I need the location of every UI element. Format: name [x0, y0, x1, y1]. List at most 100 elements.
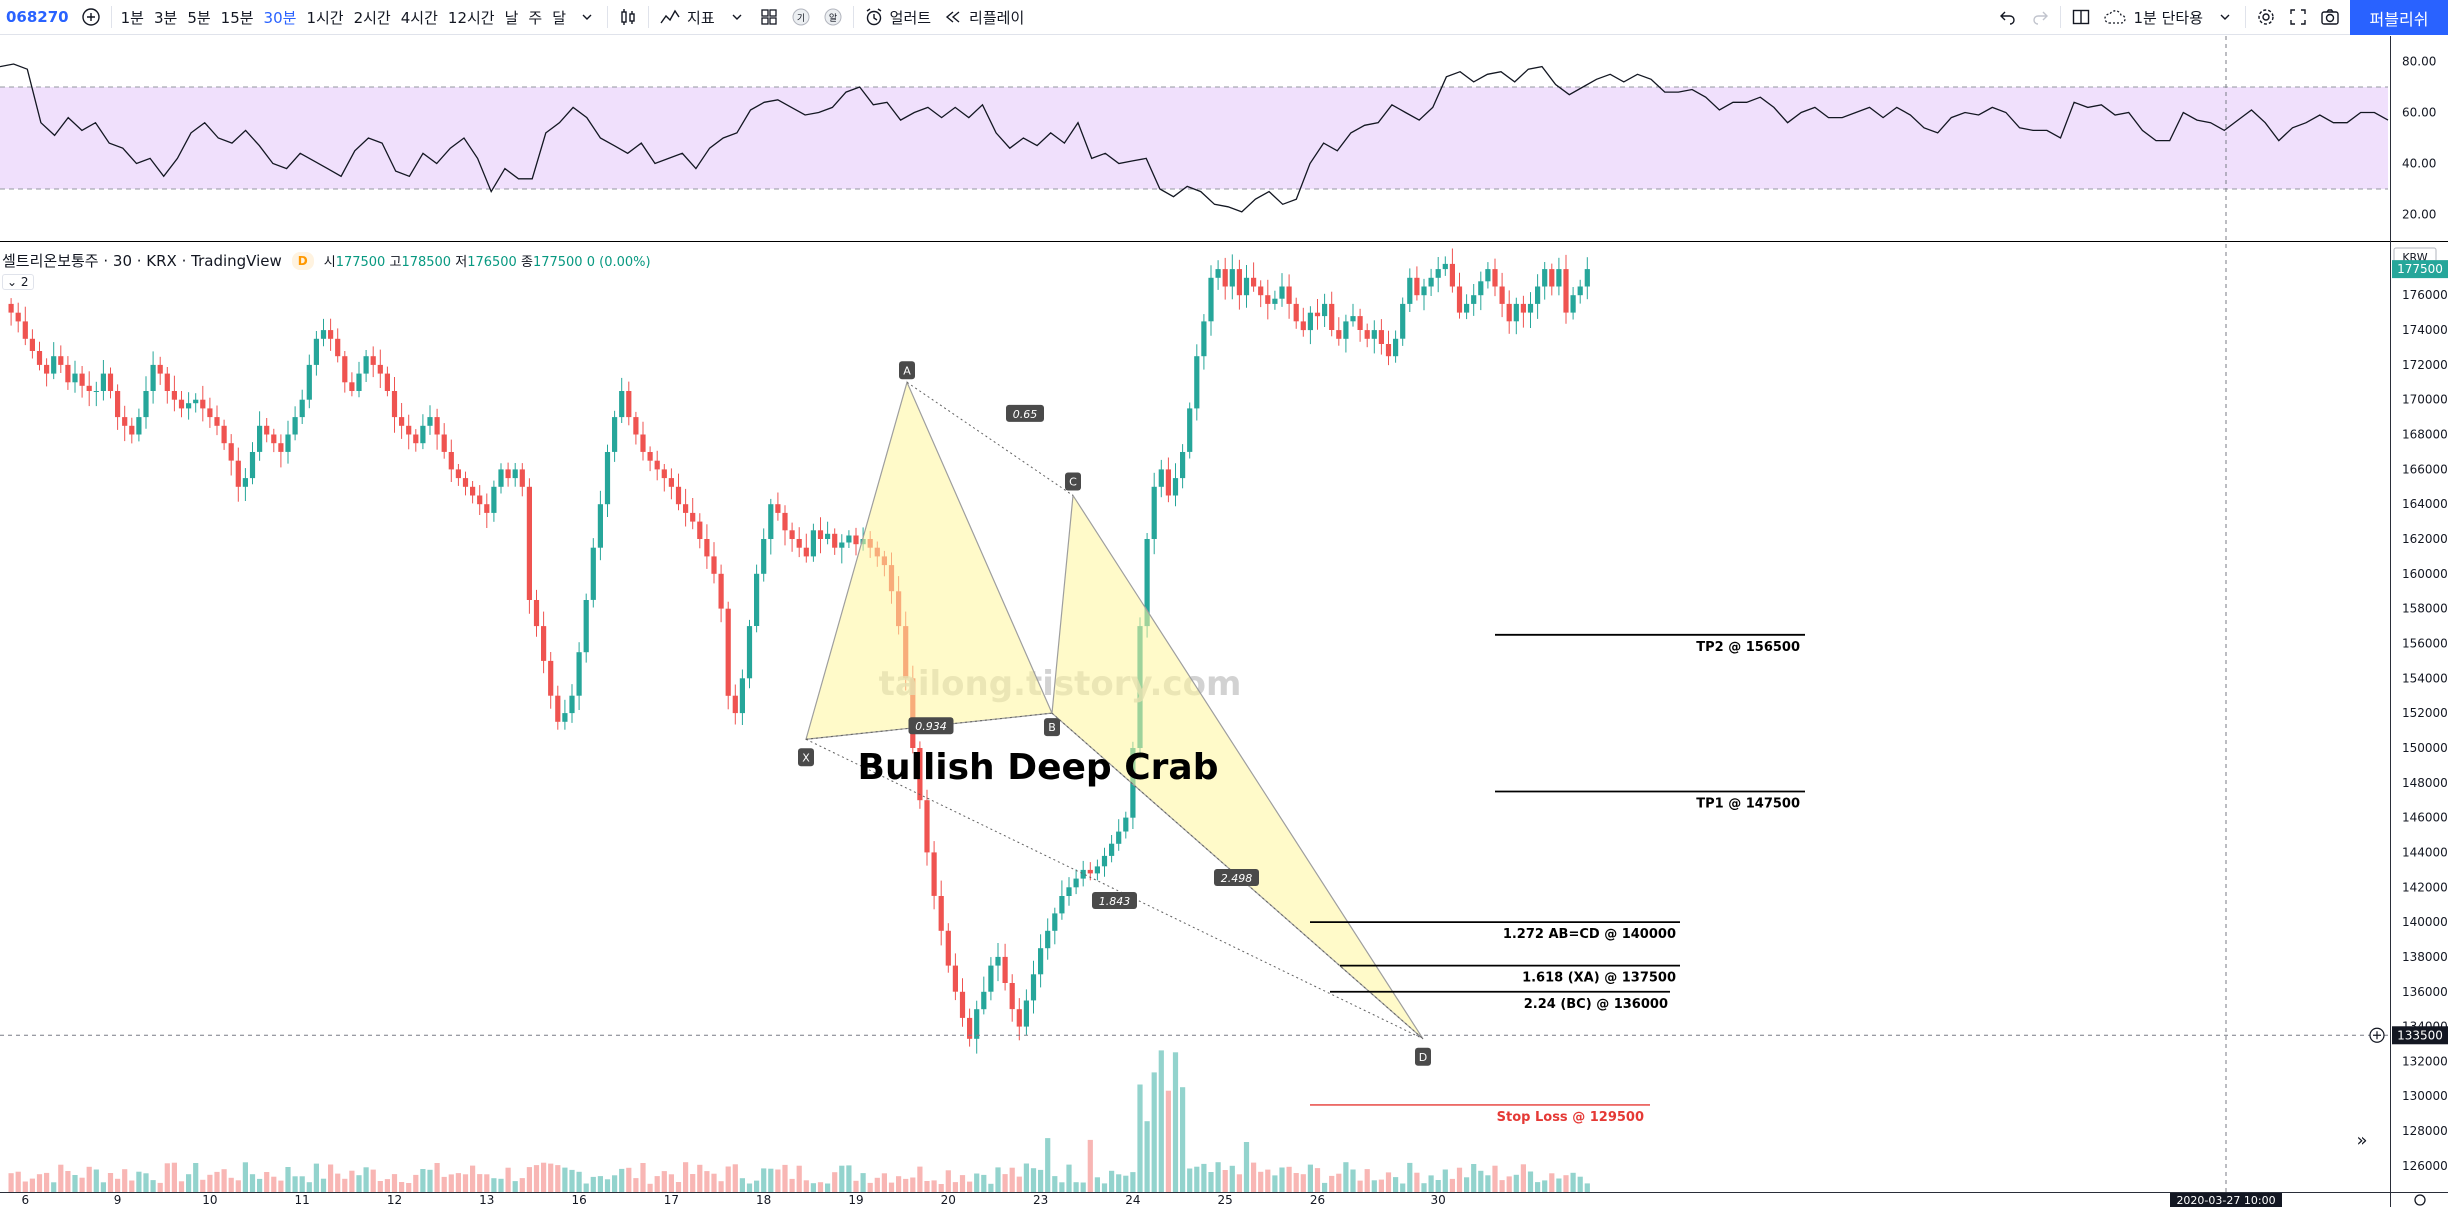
candle-style-icon[interactable]: [616, 5, 640, 29]
pattern-point-b: B: [1048, 721, 1056, 734]
candle-body: [526, 486, 532, 600]
interval-주[interactable]: 주: [528, 8, 543, 27]
templates-icon[interactable]: [757, 5, 781, 29]
interval-달[interactable]: 달: [552, 8, 567, 27]
candle-body: [1407, 277, 1413, 304]
replay-button[interactable]: 리플레이: [937, 0, 1030, 35]
interval-12시간[interactable]: 12시간: [447, 8, 495, 27]
fullscreen-icon[interactable]: [2286, 5, 2310, 29]
layout-icon[interactable]: [2069, 5, 2093, 29]
volume-bar: [384, 1179, 390, 1192]
volume-bar: [967, 1181, 973, 1192]
indicators-button[interactable]: 지표: [653, 0, 721, 35]
interval-2시간[interactable]: 2시간: [353, 8, 391, 27]
time-tick-label: 19: [848, 1193, 863, 1207]
volume-bar: [590, 1176, 596, 1192]
candle-body: [548, 660, 554, 696]
price-tick-label: 150000: [2402, 741, 2448, 755]
alert-script-icon[interactable]: 알: [821, 5, 845, 29]
volume-bar: [299, 1176, 305, 1192]
candle-body: [1364, 330, 1370, 339]
price-tick-label: 158000: [2402, 602, 2448, 616]
ratio-label: 1.843: [1099, 895, 1131, 908]
interval-5분[interactable]: 5분: [187, 8, 211, 27]
volume-bar: [115, 1178, 121, 1192]
candle-body: [1229, 269, 1235, 287]
candle-body: [590, 547, 596, 600]
price-axis[interactable]: 80.00 60.00 40.00 20.00 176000 174000 172000 17…: [0, 36, 2448, 1207]
candle-body: [122, 417, 128, 426]
candle-body: [739, 678, 745, 714]
candle-body: [569, 695, 575, 714]
layout-name: 1분 단타용: [2133, 8, 2203, 27]
candle-body: [470, 486, 476, 496]
chevron-down-icon[interactable]: [2213, 5, 2237, 29]
candle-body: [1016, 1009, 1022, 1027]
candle-body: [512, 469, 518, 479]
interval-4시간[interactable]: 4시간: [400, 8, 438, 27]
volume-bar: [1329, 1175, 1335, 1192]
layout-save-button[interactable]: 1분 단타용: [2097, 0, 2209, 35]
candle-body: [1307, 312, 1313, 331]
dividend-badge[interactable]: D: [291, 251, 314, 270]
indicator-collapse-button[interactable]: ⌄ 2: [2, 274, 34, 290]
candle-body: [448, 452, 454, 470]
interval-1분[interactable]: 1분: [120, 8, 144, 27]
interval-1시간[interactable]: 1시간: [306, 8, 344, 27]
volume-bar: [441, 1176, 447, 1192]
volume-bar: [1527, 1171, 1534, 1192]
alert-button[interactable]: 얼러트: [858, 0, 937, 35]
interval-3분[interactable]: 3분: [153, 8, 178, 27]
gear-icon[interactable]: [2254, 5, 2278, 29]
replay-label: 리플레이: [969, 8, 1025, 27]
candle-body: [1208, 277, 1214, 322]
volume-bar: [157, 1182, 163, 1192]
volume-bar: [1080, 1182, 1086, 1192]
candle-body: [1535, 286, 1541, 304]
legend-ohlc: 시177500 고178500 저176500 종177500 0 (0.00%…: [324, 251, 651, 270]
volume-bar: [952, 1182, 958, 1192]
interval-날[interactable]: 날: [504, 8, 519, 27]
volume-bar: [356, 1175, 362, 1192]
candle-body: [328, 330, 334, 339]
volume-bar: [313, 1163, 319, 1192]
candle-body: [143, 391, 149, 418]
chevron-down-icon[interactable]: [725, 5, 749, 29]
candle-body: [306, 364, 312, 400]
volume-bar: [1123, 1175, 1129, 1192]
redo-icon[interactable]: [2028, 5, 2052, 29]
publish-button[interactable]: 퍼블리쉬: [2350, 0, 2448, 35]
candle-body: [1009, 983, 1015, 1010]
candle-body: [79, 373, 85, 386]
volume-bar: [221, 1169, 227, 1192]
add-compare-icon[interactable]: [79, 5, 103, 29]
volume-bar: [626, 1167, 632, 1192]
volume-bar: [413, 1174, 419, 1192]
volume-bar: [498, 1178, 504, 1192]
symbol-search[interactable]: 068270: [6, 8, 69, 26]
volume-bar: [1570, 1172, 1576, 1192]
interval-15분[interactable]: 15분: [220, 8, 254, 27]
price-tick-label: 136000: [2402, 985, 2448, 999]
divider: [852, 6, 854, 28]
candle-body: [1116, 831, 1122, 844]
volume-bar: [285, 1167, 291, 1192]
interval-30분[interactable]: 30분: [263, 8, 297, 27]
volume-bar: [178, 1181, 185, 1192]
candle-body: [796, 539, 802, 548]
legend-title[interactable]: 셀트리온보통주 · 30 · KRX · TradingView: [2, 252, 282, 270]
candle-body: [164, 373, 170, 391]
candle-body: [576, 652, 582, 696]
time-tick-label: 11: [295, 1193, 310, 1207]
undo-icon[interactable]: [1996, 5, 2020, 29]
candle-body: [413, 434, 419, 444]
candle-body: [626, 391, 632, 418]
volume-bar: [51, 1182, 57, 1192]
candle-body: [711, 556, 717, 574]
candle-body: [1357, 316, 1363, 330]
camera-icon[interactable]: [2318, 5, 2342, 29]
volume-bar: [683, 1162, 689, 1192]
volume-bar: [100, 1182, 106, 1192]
chevron-down-icon[interactable]: [575, 5, 599, 29]
script-icon[interactable]: 기: [789, 5, 813, 29]
